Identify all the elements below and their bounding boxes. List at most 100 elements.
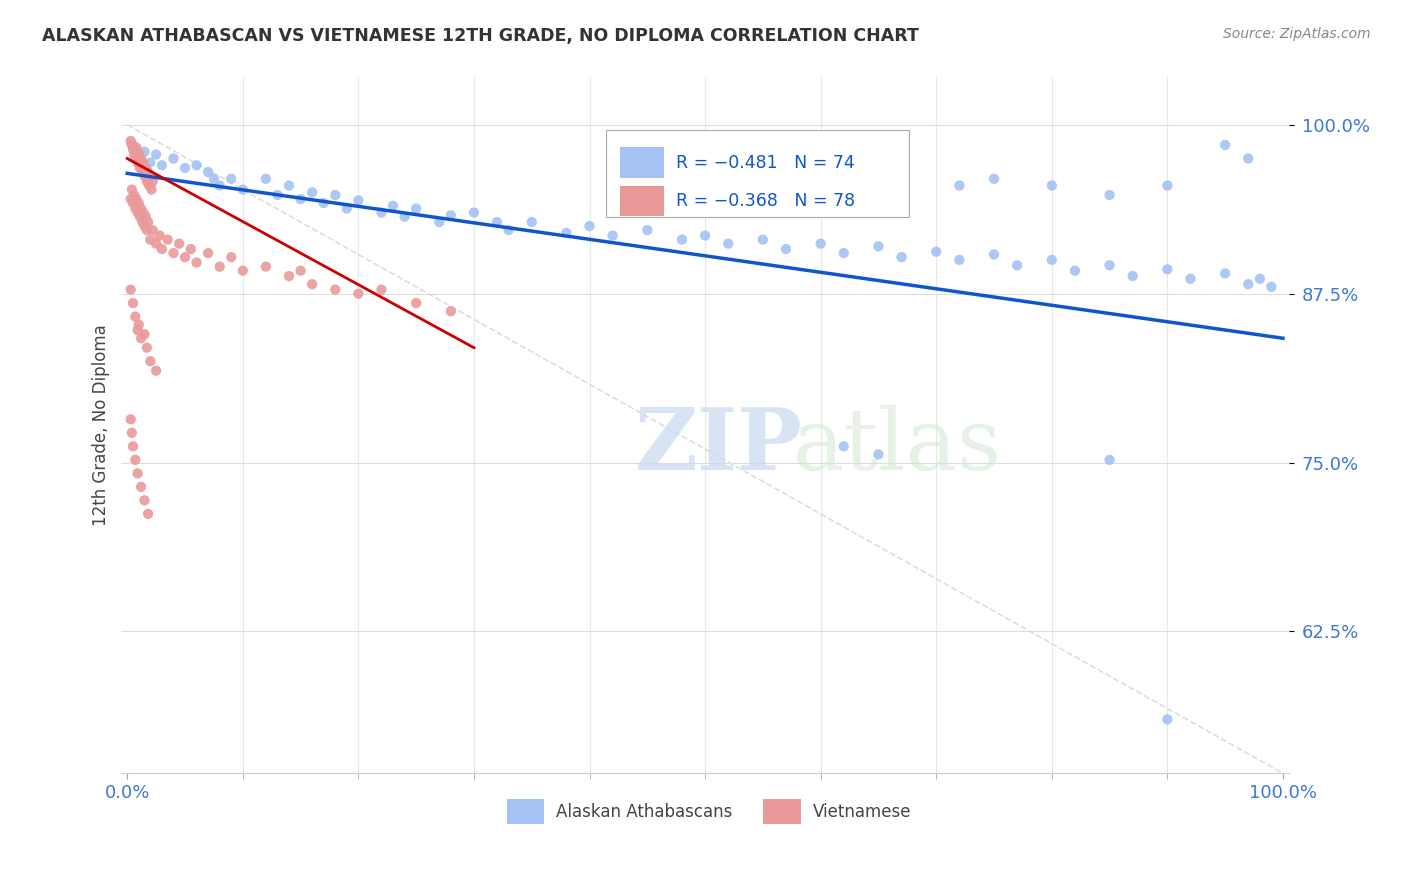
Point: [382, 199, 405, 213]
Point: [832, 246, 855, 260]
Point: [125, 192, 148, 206]
Point: [693, 228, 716, 243]
Point: [983, 171, 1005, 186]
Point: [122, 147, 145, 161]
Point: [122, 296, 145, 310]
Point: [208, 260, 231, 274]
Point: [124, 310, 146, 324]
Point: [1122, 269, 1144, 284]
Point: [301, 186, 323, 200]
FancyBboxPatch shape: [620, 186, 664, 216]
Point: [142, 174, 165, 188]
Point: [1040, 178, 1063, 193]
Point: [124, 202, 146, 216]
Point: [394, 210, 416, 224]
Point: [440, 304, 463, 318]
Point: [129, 480, 152, 494]
Point: [1237, 277, 1260, 292]
Point: [122, 188, 145, 202]
Point: [440, 208, 463, 222]
Point: [139, 169, 162, 183]
Point: [162, 152, 184, 166]
Point: [145, 147, 167, 161]
Point: [134, 145, 156, 159]
Text: Alaskan Athabascans: Alaskan Athabascans: [555, 803, 733, 821]
Point: [186, 158, 208, 172]
Point: [1156, 262, 1178, 277]
Point: [1040, 252, 1063, 267]
Point: [139, 354, 162, 368]
Point: [775, 242, 797, 256]
Point: [752, 171, 775, 186]
Point: [121, 425, 143, 440]
Text: ZIP: ZIP: [636, 404, 803, 488]
Point: [141, 183, 163, 197]
Point: [127, 155, 149, 169]
Point: [131, 165, 153, 179]
Point: [125, 141, 148, 155]
Point: [1098, 188, 1121, 202]
Point: [427, 215, 450, 229]
Point: [122, 138, 145, 153]
Point: [128, 196, 150, 211]
Point: [832, 439, 855, 453]
Point: [197, 246, 219, 260]
Point: [868, 239, 890, 253]
Point: [1180, 272, 1202, 286]
Point: [232, 263, 254, 277]
Point: [890, 250, 912, 264]
Point: [370, 205, 392, 219]
Point: [134, 493, 156, 508]
Point: [602, 228, 624, 243]
Point: [124, 152, 146, 166]
FancyBboxPatch shape: [620, 147, 664, 178]
Point: [1005, 258, 1028, 272]
Point: [312, 196, 335, 211]
Point: [162, 246, 184, 260]
Point: [810, 236, 832, 251]
Point: [347, 194, 370, 208]
Point: [197, 165, 219, 179]
Point: [336, 202, 359, 216]
Point: [134, 169, 156, 183]
Point: [1213, 138, 1236, 153]
Point: [139, 155, 162, 169]
Point: [142, 223, 165, 237]
Point: [129, 331, 152, 345]
Point: [167, 236, 190, 251]
Point: [132, 155, 155, 169]
Point: [150, 242, 173, 256]
Point: [208, 178, 231, 193]
Point: [301, 277, 323, 292]
Point: [278, 178, 301, 193]
Text: ALASKAN ATHABASCAN VS VIETNAMESE 12TH GRADE, NO DIPLOMA CORRELATION CHART: ALASKAN ATHABASCAN VS VIETNAMESE 12TH GR…: [42, 27, 920, 45]
Point: [131, 215, 153, 229]
Point: [202, 171, 225, 186]
Point: [1098, 258, 1121, 272]
Point: [136, 165, 159, 179]
Point: [129, 210, 152, 224]
Point: [145, 364, 167, 378]
Point: [1213, 266, 1236, 280]
Point: [278, 269, 301, 284]
Point: [1237, 152, 1260, 166]
Point: [150, 158, 173, 172]
Point: [124, 453, 146, 467]
Text: Vietnamese: Vietnamese: [813, 803, 911, 821]
Text: atlas: atlas: [793, 405, 1001, 488]
Point: [323, 283, 346, 297]
Point: [347, 286, 370, 301]
Point: [1156, 178, 1178, 193]
Point: [135, 223, 157, 237]
Point: [370, 283, 392, 297]
Point: [405, 202, 427, 216]
Point: [135, 210, 157, 224]
Point: [122, 196, 145, 211]
Point: [983, 247, 1005, 261]
Point: [1064, 263, 1087, 277]
Point: [463, 205, 485, 219]
Point: [136, 215, 159, 229]
Point: [925, 244, 948, 259]
Point: [135, 341, 157, 355]
FancyBboxPatch shape: [763, 799, 801, 824]
